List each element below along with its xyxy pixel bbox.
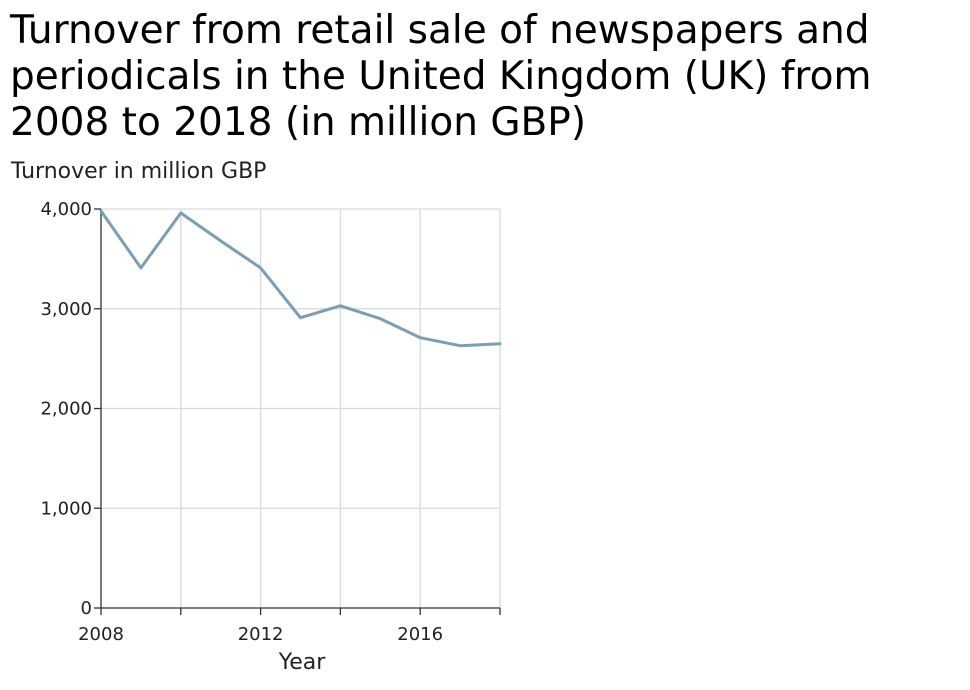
gridlines	[101, 208, 501, 608]
chart-title: Turnover from retail sale of newspapers …	[10, 8, 872, 145]
x-tick-label: 2016	[397, 624, 443, 645]
y-tick-label: 4,000	[40, 199, 92, 220]
axes: 0 1,000 2,000 3,000 4,000 2008 2012 2016	[40, 199, 501, 645]
series-line	[99, 209, 502, 348]
y-tick-label: 0	[81, 598, 92, 619]
y-tick-label: 3,000	[40, 299, 92, 320]
series-layer	[99, 209, 502, 348]
x-tick-label: 2012	[238, 624, 284, 645]
y-axis-title: Turnover in million GBP	[11, 159, 267, 184]
y-tick-label: 1,000	[40, 498, 92, 519]
x-tick-label: 2008	[78, 624, 124, 645]
x-axis-title: Year	[278, 650, 326, 675]
y-tick-label: 2,000	[40, 399, 92, 420]
